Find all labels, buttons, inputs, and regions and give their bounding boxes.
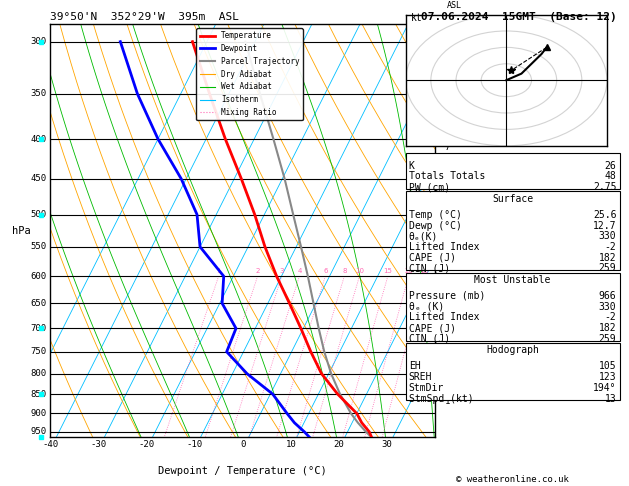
Text: 30: 30	[382, 439, 392, 449]
Text: Temp (°C): Temp (°C)	[409, 210, 462, 220]
Text: 966: 966	[599, 291, 616, 301]
Text: 1: 1	[216, 268, 221, 274]
Text: km
ASL: km ASL	[447, 0, 462, 10]
Text: 300: 300	[30, 37, 47, 46]
Text: 25: 25	[421, 268, 430, 274]
Text: StmSpd (kt): StmSpd (kt)	[409, 394, 474, 403]
Text: 259: 259	[599, 263, 616, 273]
Text: CIN (J): CIN (J)	[409, 263, 450, 273]
Text: CIN (J): CIN (J)	[409, 334, 450, 344]
Text: 10: 10	[355, 268, 364, 274]
Text: 600: 600	[30, 272, 47, 281]
Text: 25.6: 25.6	[593, 210, 616, 220]
Text: 6: 6	[445, 192, 450, 202]
Text: 2: 2	[255, 268, 260, 274]
Text: 48: 48	[604, 172, 616, 181]
Text: 13: 13	[604, 394, 616, 403]
Text: 2: 2	[445, 358, 450, 367]
Text: 4: 4	[298, 268, 301, 274]
Text: © weatheronline.co.uk: © weatheronline.co.uk	[456, 474, 569, 484]
Text: 3: 3	[279, 268, 284, 274]
Text: 350: 350	[30, 89, 47, 98]
Text: 950: 950	[30, 427, 47, 436]
Text: kt: kt	[411, 13, 423, 23]
Legend: Temperature, Dewpoint, Parcel Trajectory, Dry Adiabat, Wet Adiabat, Isotherm, Mi: Temperature, Dewpoint, Parcel Trajectory…	[196, 28, 303, 120]
Text: EH: EH	[409, 362, 421, 371]
Text: 650: 650	[30, 299, 47, 308]
Text: 259: 259	[599, 334, 616, 344]
Text: 1: 1	[445, 398, 450, 406]
Text: 26: 26	[604, 161, 616, 171]
Text: Lifted Index: Lifted Index	[409, 242, 479, 252]
Text: 182: 182	[599, 253, 616, 262]
Text: SREH: SREH	[409, 372, 432, 382]
Text: hPa: hPa	[13, 226, 31, 236]
Text: 450: 450	[30, 174, 47, 183]
Text: 330: 330	[599, 231, 616, 241]
Text: 750: 750	[30, 347, 47, 356]
Text: 700: 700	[30, 324, 47, 333]
Text: CAPE (J): CAPE (J)	[409, 253, 456, 262]
Text: 500: 500	[30, 210, 47, 219]
Text: Totals Totals: Totals Totals	[409, 172, 485, 181]
Text: CAPE (J): CAPE (J)	[409, 323, 456, 333]
Text: Most Unstable: Most Unstable	[474, 275, 551, 285]
Text: 15: 15	[384, 268, 392, 274]
Text: 123: 123	[599, 372, 616, 382]
Text: 182: 182	[599, 323, 616, 333]
Text: 20: 20	[333, 439, 344, 449]
Text: 850: 850	[30, 390, 47, 399]
Text: Dewpoint / Temperature (°C): Dewpoint / Temperature (°C)	[159, 467, 327, 476]
Text: θₑ (K): θₑ (K)	[409, 302, 444, 312]
Text: 2LCL: 2LCL	[437, 369, 457, 378]
Text: -20: -20	[138, 439, 155, 449]
Text: 105: 105	[599, 362, 616, 371]
Text: 12.7: 12.7	[593, 221, 616, 230]
Text: 800: 800	[30, 369, 47, 378]
Text: Lifted Index: Lifted Index	[409, 312, 479, 322]
Text: Hodograph: Hodograph	[486, 346, 539, 355]
Text: 400: 400	[30, 135, 47, 143]
Text: 10: 10	[286, 439, 296, 449]
Text: K: K	[409, 161, 415, 171]
Text: -30: -30	[91, 439, 106, 449]
Text: PW (cm): PW (cm)	[409, 182, 450, 192]
Text: 6: 6	[323, 268, 328, 274]
Text: 39°50'N  352°29'W  395m  ASL: 39°50'N 352°29'W 395m ASL	[50, 12, 239, 22]
Text: -2: -2	[604, 242, 616, 252]
Text: 20: 20	[404, 268, 413, 274]
Text: 900: 900	[30, 409, 47, 418]
Text: -2: -2	[604, 312, 616, 322]
Text: 2.75: 2.75	[593, 182, 616, 192]
Text: θₑ(K): θₑ(K)	[409, 231, 438, 241]
Text: 5: 5	[445, 243, 450, 251]
Text: 4: 4	[445, 288, 450, 297]
Text: Dewp (°C): Dewp (°C)	[409, 221, 462, 230]
Text: 8: 8	[342, 268, 347, 274]
Text: -10: -10	[187, 439, 203, 449]
Text: 8: 8	[445, 89, 450, 98]
Text: StmDir: StmDir	[409, 383, 444, 393]
Text: 7: 7	[445, 143, 450, 152]
Text: 550: 550	[30, 243, 47, 251]
Text: Pressure (mb): Pressure (mb)	[409, 291, 485, 301]
Text: 194°: 194°	[593, 383, 616, 393]
Text: 3: 3	[445, 324, 450, 333]
Text: -40: -40	[42, 439, 58, 449]
Text: 07.06.2024  15GMT  (Base: 12): 07.06.2024 15GMT (Base: 12)	[421, 12, 617, 22]
Text: 0: 0	[240, 439, 245, 449]
Text: Surface: Surface	[492, 194, 533, 204]
Text: 330: 330	[599, 302, 616, 312]
